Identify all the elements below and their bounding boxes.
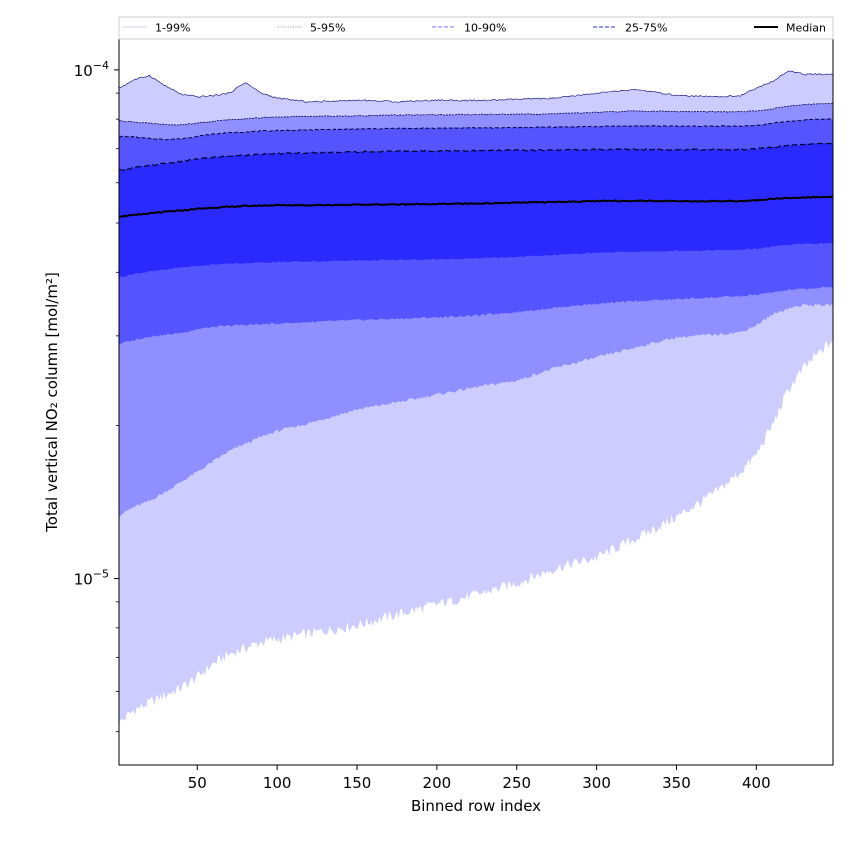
x-tick-label: 400 — [742, 774, 771, 792]
line-25 — [118, 241, 834, 278]
legend: 1-99% 5-95% 10-90% 25-75% Median — [118, 16, 834, 40]
line-90 — [118, 118, 834, 141]
plot-area — [118, 38, 834, 766]
x-tick-label: 50 — [188, 774, 207, 792]
line-99 — [118, 70, 834, 103]
line-95 — [118, 102, 834, 126]
x-tick-label: 300 — [582, 774, 611, 792]
y-axis-label: Total vertical NO₂ column [mol/m²] — [43, 272, 61, 533]
line-10 — [118, 285, 834, 345]
percentile-lines — [118, 70, 834, 345]
y-tick-label: 10−4 — [74, 59, 109, 80]
y-axis: 10−5 10−4 — [74, 59, 119, 733]
legend-label: 25-75% — [625, 22, 667, 35]
legend-label: 10-90% — [464, 22, 506, 35]
x-tick-label: 250 — [502, 774, 531, 792]
band-25-75 — [119, 142, 833, 278]
percentile-bands — [119, 70, 833, 727]
legend-box — [118, 16, 834, 40]
x-tick-label: 350 — [662, 774, 691, 792]
x-tick-label: 100 — [263, 774, 292, 792]
x-tick-label: 200 — [423, 774, 452, 792]
y-tick-label: 10−5 — [74, 568, 109, 589]
legend-label: Median — [786, 22, 826, 35]
legend-label: 1-99% — [155, 22, 190, 35]
x-axis-label: Binned row index — [411, 797, 541, 815]
line-75 — [118, 141, 834, 171]
legend-label: 5-95% — [310, 22, 345, 35]
x-axis: 50 100 150 200 250 300 350 400 — [188, 765, 771, 792]
x-tick-label: 150 — [343, 774, 372, 792]
line-median — [118, 195, 834, 218]
